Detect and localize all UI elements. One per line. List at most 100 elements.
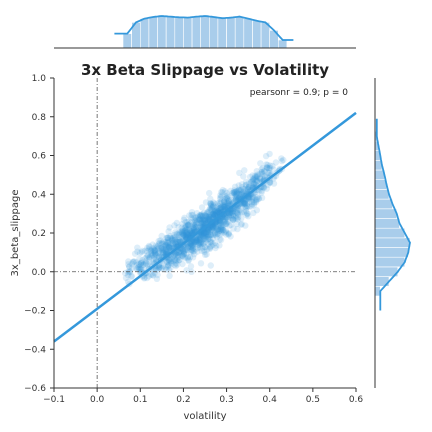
scatter-point (139, 257, 146, 264)
scatter-point (144, 252, 152, 259)
scatter-point (158, 232, 165, 240)
scatter-point (171, 234, 179, 241)
scatter-point (194, 248, 201, 255)
scatter-point (182, 228, 189, 236)
scatter-point (160, 263, 167, 270)
scatter-point (196, 213, 204, 220)
scatter-point (200, 232, 207, 239)
scatter-point (209, 224, 217, 231)
scatter-point (188, 214, 195, 222)
scatter-point (182, 234, 189, 241)
scatter-point (164, 239, 172, 246)
scatter-point (201, 232, 208, 239)
scatter-point (187, 229, 194, 237)
scatter-point (218, 204, 225, 211)
scatter-point (237, 186, 244, 193)
scatter-point (250, 198, 258, 205)
scatter-point (238, 202, 245, 210)
scatter-point (250, 209, 257, 217)
scatter-point (237, 187, 244, 194)
scatter-point (184, 219, 191, 226)
scatter-point (207, 238, 215, 245)
scatter-point (225, 201, 232, 208)
scatter-point (233, 193, 241, 200)
scatter-point (213, 220, 220, 227)
scatter-point (208, 242, 215, 249)
scatter-point (221, 204, 229, 211)
scatter-point (205, 240, 212, 248)
scatter-point (206, 239, 214, 246)
scatter-point (187, 263, 195, 270)
scatter-point (233, 188, 240, 195)
scatter-point (155, 241, 163, 248)
scatter-point (174, 252, 182, 259)
scatter-point (254, 178, 261, 185)
scatter-point (259, 165, 266, 172)
scatter-point (156, 263, 163, 271)
scatter-point (137, 260, 145, 267)
scatter-point (202, 233, 209, 240)
scatter-point (185, 218, 193, 225)
scatter-point (198, 239, 205, 246)
scatter-point (169, 240, 176, 247)
scatter-point (232, 209, 239, 216)
scatter-point (206, 212, 214, 219)
scatter-point (225, 229, 233, 237)
scatter-point (164, 263, 171, 270)
scatter-point (213, 207, 220, 214)
scatter-point (183, 245, 191, 252)
scatter-point (210, 210, 217, 218)
scatter-point (184, 254, 191, 262)
scatter-point (162, 266, 170, 273)
scatter-point (207, 232, 215, 239)
x-hist-bar (277, 39, 288, 49)
scatter-point (187, 248, 194, 255)
scatter-point (173, 230, 180, 237)
scatter-point (149, 251, 157, 259)
scatter-point (207, 262, 214, 269)
scatter-point (140, 261, 147, 268)
scatter-point (191, 220, 198, 227)
scatter-point (253, 177, 261, 184)
scatter-point (186, 243, 193, 250)
scatter-point (167, 233, 174, 240)
scatter-point (208, 205, 215, 213)
scatter-point (128, 260, 135, 267)
scatter-point (210, 241, 217, 248)
scatter-point (193, 238, 201, 245)
scatter-point (242, 203, 249, 211)
scatter-point (198, 240, 205, 248)
scatter-point (261, 167, 268, 175)
scatter-point (211, 231, 218, 238)
scatter-point (168, 259, 175, 266)
scatter-point (195, 241, 202, 248)
scatter-point (210, 211, 218, 219)
scatter-point (245, 195, 253, 202)
scatter-point (209, 222, 216, 230)
scatter-point (191, 239, 198, 247)
scatter-point (210, 206, 217, 213)
scatter-point (176, 236, 183, 244)
scatter-point (220, 203, 228, 210)
scatter-point (134, 261, 141, 268)
scatter-point (179, 226, 187, 234)
scatter-point (158, 239, 166, 246)
scatter-point (221, 203, 229, 210)
scatter-point (205, 231, 212, 239)
scatter-point (214, 208, 222, 215)
scatter-point (140, 261, 147, 268)
scatter-point (233, 220, 240, 228)
scatter-point (130, 258, 137, 265)
scatter-point (166, 244, 173, 251)
scatter-point (184, 253, 191, 260)
scatter-point (179, 233, 186, 240)
scatter-point (170, 253, 177, 260)
scatter-point (217, 218, 225, 225)
scatter-point (191, 222, 199, 229)
scatter-point (167, 241, 174, 248)
scatter-point (168, 254, 176, 261)
scatter-point (209, 211, 216, 218)
scatter-point (243, 202, 251, 210)
scatter-point (253, 172, 260, 180)
scatter-point (179, 252, 186, 259)
